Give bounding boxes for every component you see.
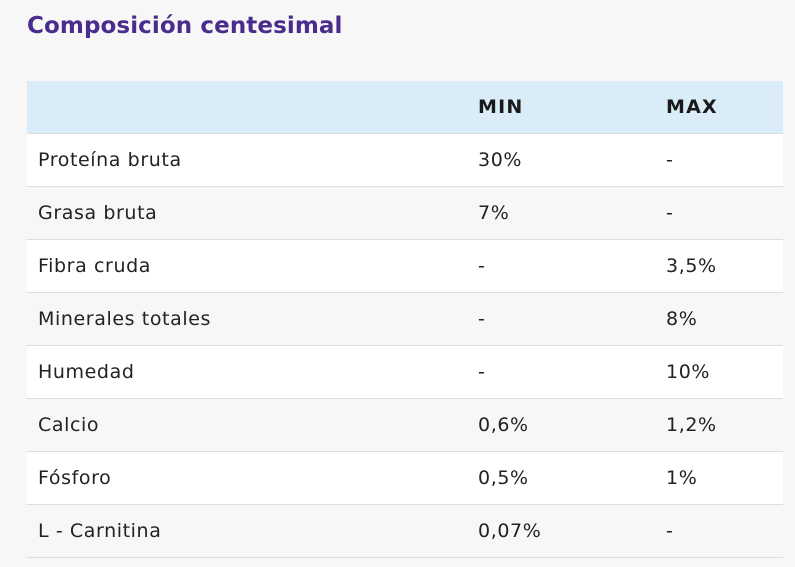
- composition-table: MIN MAX Proteína bruta 30% - Grasa bruta…: [27, 81, 783, 558]
- table-header: MIN MAX: [27, 81, 783, 134]
- nutrient-name: Calcio: [27, 398, 466, 452]
- nutrient-name: Fibra cruda: [27, 239, 466, 293]
- nutrient-name: Proteína bruta: [27, 133, 466, 187]
- max-value: -: [654, 186, 783, 240]
- min-value: 0,6%: [466, 398, 654, 452]
- header-row: MIN MAX: [27, 81, 783, 134]
- table-row: Calcio 0,6% 1,2%: [27, 398, 783, 452]
- table-row: Fósforo 0,5% 1%: [27, 451, 783, 505]
- header-min: MIN: [466, 81, 654, 134]
- min-value: 0,5%: [466, 451, 654, 505]
- min-value: -: [466, 239, 654, 293]
- section-title: Composición centesimal: [27, 13, 343, 39]
- nutrient-name: Minerales totales: [27, 292, 466, 346]
- min-value: -: [466, 345, 654, 399]
- table-row: L - Carnitina 0,07% -: [27, 504, 783, 558]
- composition-table-container: MIN MAX Proteína bruta 30% - Grasa bruta…: [27, 81, 783, 558]
- max-value: 1%: [654, 451, 783, 505]
- min-value: -: [466, 292, 654, 346]
- min-value: 0,07%: [466, 504, 654, 558]
- table-row: Proteína bruta 30% -: [27, 133, 783, 187]
- max-value: -: [654, 504, 783, 558]
- max-value: 8%: [654, 292, 783, 346]
- table-row: Humedad - 10%: [27, 345, 783, 399]
- table-row: Minerales totales - 8%: [27, 292, 783, 346]
- table-row: Grasa bruta 7% -: [27, 186, 783, 240]
- min-value: 7%: [466, 186, 654, 240]
- max-value: 3,5%: [654, 239, 783, 293]
- header-max: MAX: [654, 81, 783, 134]
- nutrient-name: Humedad: [27, 345, 466, 399]
- table-body: Proteína bruta 30% - Grasa bruta 7% - Fi…: [27, 133, 783, 558]
- nutrient-name: L - Carnitina: [27, 504, 466, 558]
- table-row: Fibra cruda - 3,5%: [27, 239, 783, 293]
- max-value: 1,2%: [654, 398, 783, 452]
- min-value: 30%: [466, 133, 654, 187]
- header-nutrient: [27, 81, 466, 134]
- max-value: 10%: [654, 345, 783, 399]
- nutrient-name: Grasa bruta: [27, 186, 466, 240]
- nutrient-name: Fósforo: [27, 451, 466, 505]
- max-value: -: [654, 133, 783, 187]
